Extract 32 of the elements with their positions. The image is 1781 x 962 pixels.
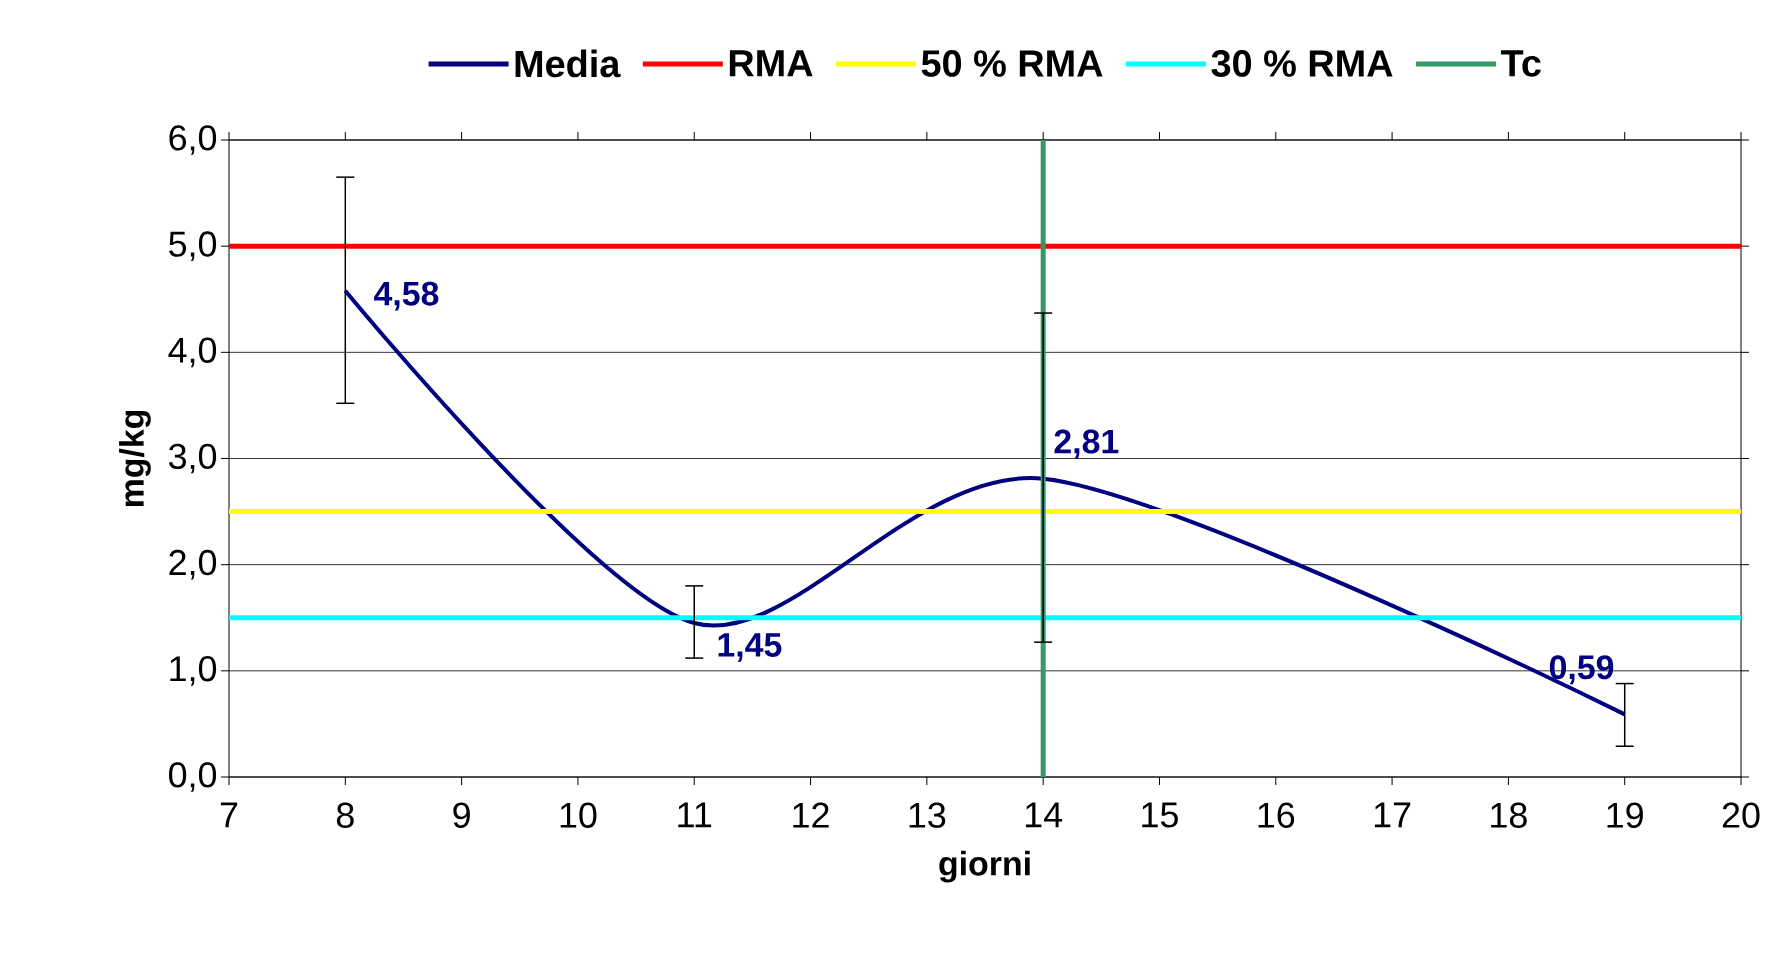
x-axis-title: giorni xyxy=(939,850,1030,883)
legend-label: Tc xyxy=(1500,50,1541,77)
legend-label: 30 % RMA xyxy=(1211,50,1393,77)
data-label: 4,58 xyxy=(374,281,439,311)
data-label: 1,45 xyxy=(718,633,782,662)
y-tick-label: 0,0 xyxy=(169,762,217,792)
x-tick-label: 10 xyxy=(560,802,597,828)
y-tick-label: 6,0 xyxy=(169,125,217,155)
legend-label: 50 % RMA xyxy=(921,50,1103,77)
x-tick-label: 18 xyxy=(1491,802,1527,828)
x-tick-label: 16 xyxy=(1258,802,1295,828)
x-tick-label: 19 xyxy=(1607,802,1643,828)
y-tick-label: 4,0 xyxy=(168,337,217,368)
x-tick-label: 11 xyxy=(678,802,712,828)
data-label: 2,81 xyxy=(1054,429,1119,459)
y-tick-label: 2,0 xyxy=(169,549,217,580)
y-tick-label: 3,0 xyxy=(168,443,217,474)
x-tick-label: 8 xyxy=(336,802,354,828)
x-tick-label: 7 xyxy=(220,802,238,828)
legend-label: Media xyxy=(515,49,621,78)
legend-label: RMA xyxy=(729,50,813,77)
x-tick-label: 13 xyxy=(909,802,946,828)
data-label: 0,59 xyxy=(1549,655,1614,685)
y-axis-title: mg/kg xyxy=(119,410,151,507)
x-tick-label: 9 xyxy=(453,802,470,828)
y-tick-label: 1,0 xyxy=(170,656,217,686)
x-tick-label: 14 xyxy=(1025,802,1063,828)
y-tick-label: 5,0 xyxy=(169,231,217,261)
x-tick-label: 12 xyxy=(793,802,829,828)
x-tick-label: 20 xyxy=(1722,802,1760,828)
x-tick-label: 17 xyxy=(1374,802,1411,828)
x-tick-label: 15 xyxy=(1142,802,1178,828)
